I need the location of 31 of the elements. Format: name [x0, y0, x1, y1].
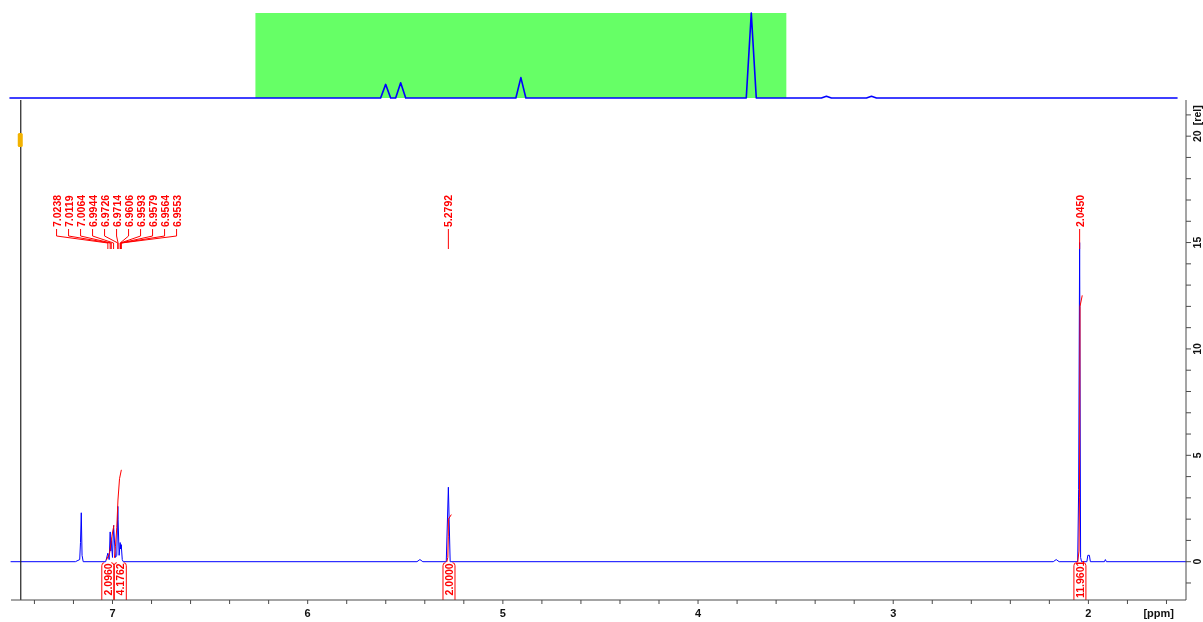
text: 2.0000 — [442, 563, 455, 596]
y-tick-label: 0 — [1191, 558, 1203, 565]
y-tick-label: 20 — [1191, 130, 1203, 143]
x-axis-title: [ppm] — [1143, 607, 1175, 619]
y-tick-label: 5 — [1191, 452, 1203, 459]
x-tick-label: 6 — [304, 607, 311, 619]
text: 4.1762 — [114, 563, 127, 596]
x-tick-label: 4 — [694, 607, 702, 619]
y-axis-title: [rel] — [1191, 105, 1203, 126]
line-series — [113, 469, 122, 558]
annotation: 6.9726 — [98, 194, 111, 227]
annotation: 7.0119 — [62, 195, 75, 227]
x-tick-label: 7 — [109, 607, 116, 619]
annotation: 6.9593 — [134, 194, 147, 227]
x-tick-label: 2 — [1085, 607, 1092, 619]
annotation: 6.9564 — [158, 194, 171, 227]
annotation: 6.9579 — [146, 194, 159, 227]
text: 2.0960 — [101, 563, 114, 596]
annotation: 7.0238 — [50, 194, 63, 227]
annotation: 2.0450 — [1073, 194, 1086, 227]
annotation: 5.2792 — [442, 194, 455, 227]
x-tick-label: 5 — [499, 607, 506, 619]
y-tick-label: 15 — [1191, 236, 1203, 249]
line-series — [106, 525, 115, 561]
annotation: 6.9714 — [110, 194, 123, 227]
annotation: 6.9553 — [170, 194, 183, 227]
annotation: 6.9606 — [122, 194, 135, 227]
annotation: 7.0064 — [74, 194, 87, 227]
y-tick-label: 10 — [1191, 342, 1203, 355]
x-tick-label: 3 — [890, 607, 897, 619]
annotation: 6.9944 — [86, 194, 99, 227]
